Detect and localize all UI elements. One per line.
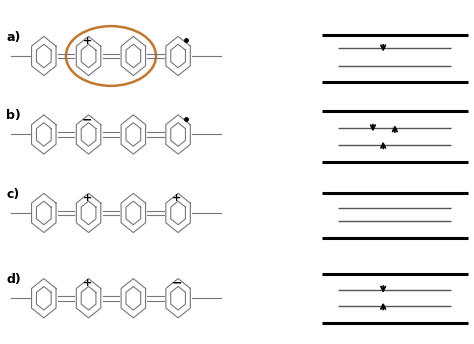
Text: +: +	[82, 193, 92, 203]
Text: −: −	[172, 277, 182, 290]
Text: +: +	[82, 278, 92, 288]
Text: −: −	[82, 113, 92, 126]
Text: b): b)	[6, 109, 21, 122]
Text: +: +	[172, 193, 182, 203]
Text: a): a)	[6, 31, 20, 44]
Text: d): d)	[6, 273, 21, 286]
Text: c): c)	[6, 188, 19, 201]
Text: +: +	[82, 36, 92, 46]
